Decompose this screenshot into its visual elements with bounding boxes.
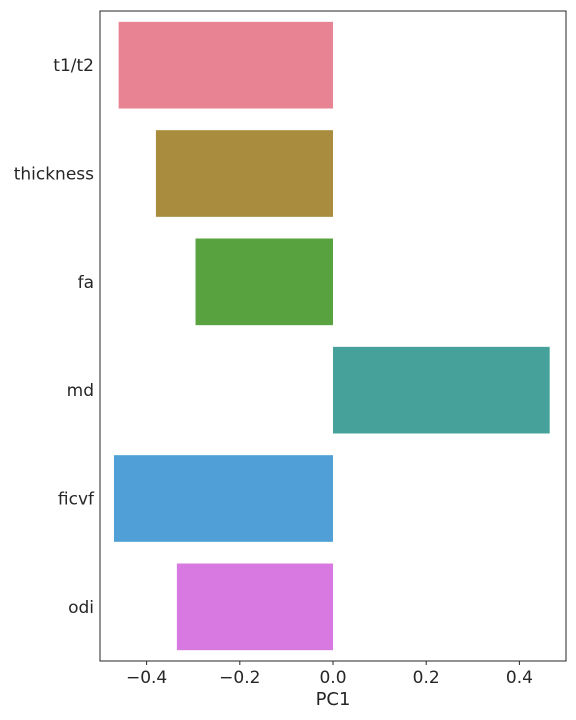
bars-group — [113, 21, 550, 651]
x-axis-ticks: −0.4 −0.2 0.0 0.2 0.4 — [126, 661, 533, 688]
bar-t1-t2 — [118, 21, 333, 109]
y-tick-label: ficvf — [58, 490, 95, 510]
bar-md — [333, 346, 550, 434]
x-axis-title: PC1 — [316, 689, 351, 710]
x-tick-label: −0.4 — [126, 668, 167, 688]
y-tick-label: thickness — [14, 165, 94, 185]
y-tick-label: t1/t2 — [53, 56, 94, 76]
y-tick-labels: t1/t2 thickness fa md ficvf odi — [14, 56, 95, 618]
x-tick-label: 0.0 — [319, 668, 346, 688]
x-tick-label: 0.4 — [506, 668, 533, 688]
bar-odi — [176, 563, 333, 651]
y-tick-label: md — [67, 381, 94, 401]
bar-thickness — [155, 130, 333, 217]
x-tick-label: 0.2 — [413, 668, 440, 688]
plot-frame — [99, 10, 567, 662]
x-tick-label: −0.2 — [219, 668, 260, 688]
bar-fa — [195, 238, 333, 326]
y-tick-label: odi — [68, 598, 94, 618]
y-tick-label: fa — [78, 273, 94, 293]
bar-ficvf — [113, 455, 333, 542]
